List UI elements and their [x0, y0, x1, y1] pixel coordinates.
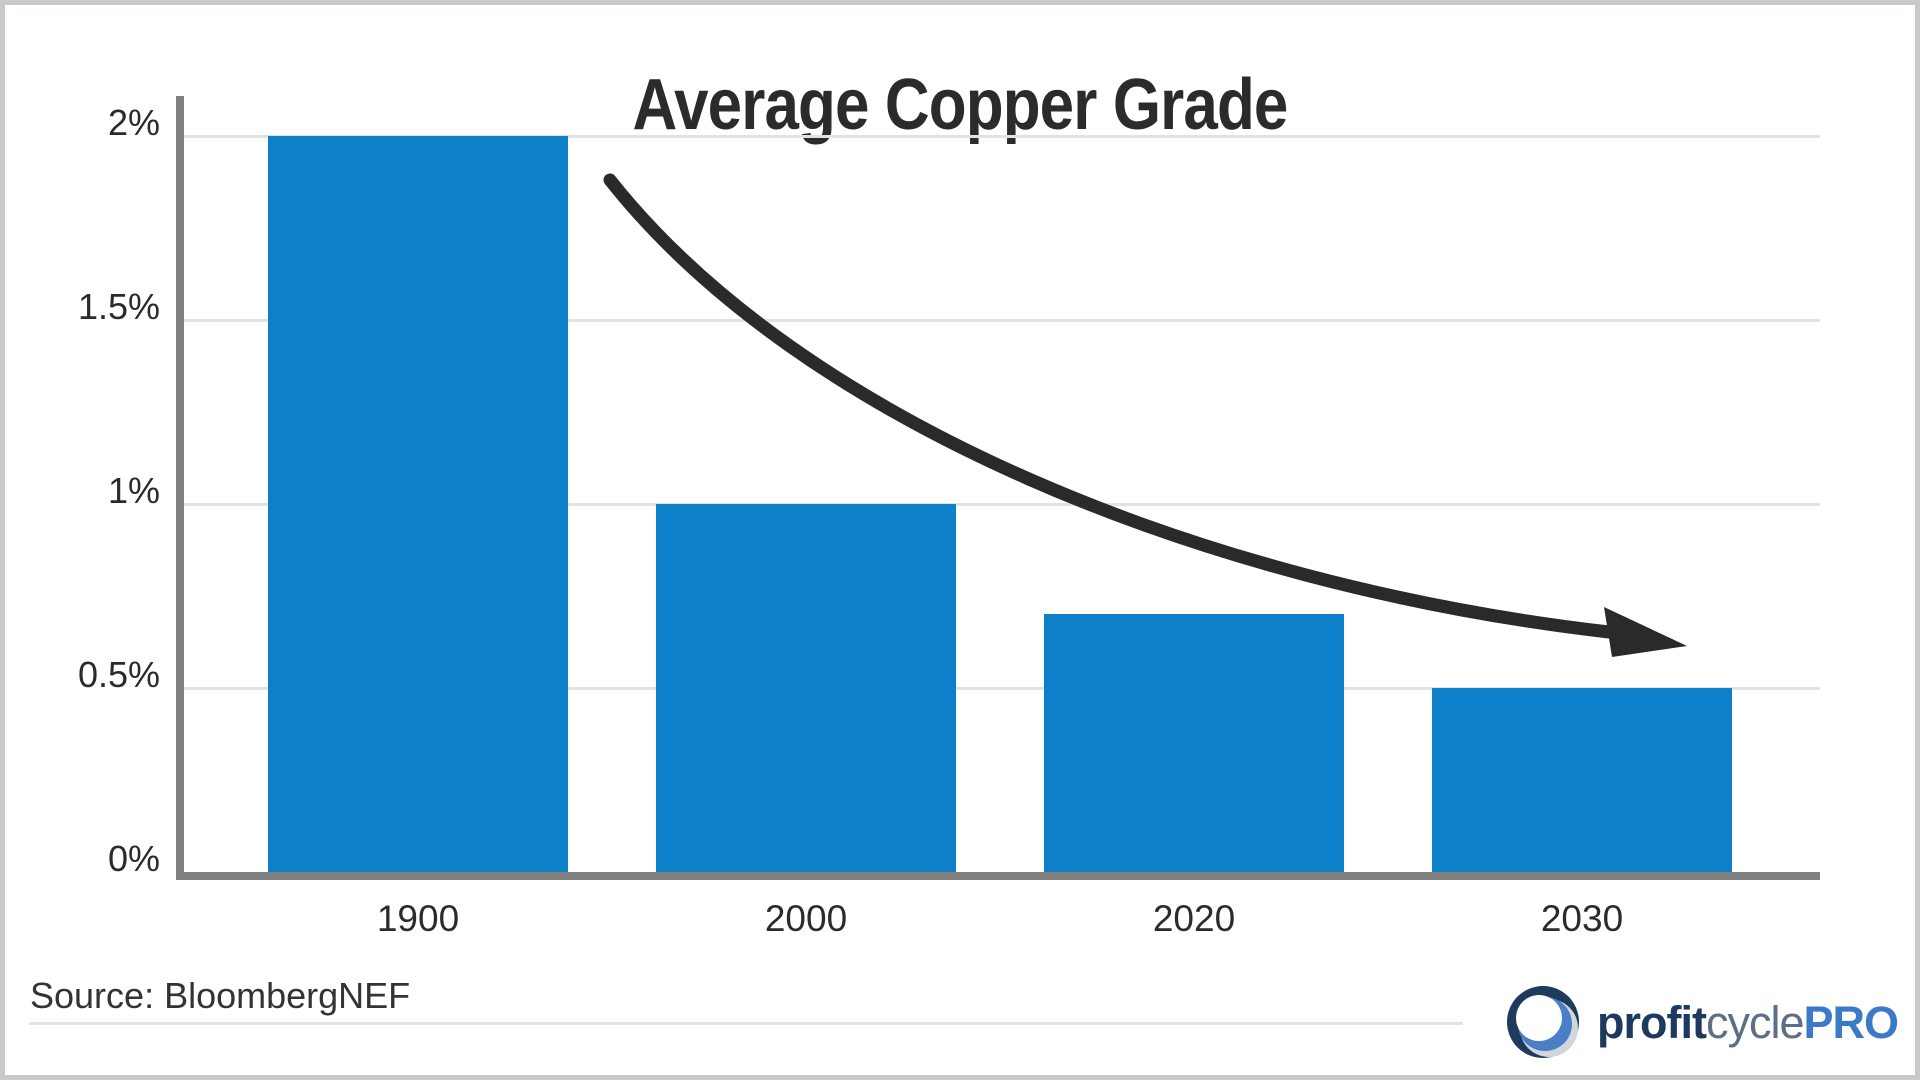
- y-axis-line: [176, 96, 184, 880]
- x-tick-label-2030: 2030: [1540, 898, 1624, 939]
- x-axis-line: [176, 872, 1820, 880]
- bar-2030: [1432, 688, 1732, 872]
- gridline-2%: [184, 135, 1820, 138]
- trend-arrow-head: [1604, 607, 1687, 657]
- brand-logo-icon: [1506, 986, 1579, 1058]
- logo-text-cycle: cycle: [1705, 997, 1805, 1048]
- x-tick-label-2000: 2000: [764, 898, 848, 939]
- logo-text-pro: PRO: [1803, 997, 1899, 1048]
- bar-2000: [656, 504, 956, 872]
- y-tick-label-0.5%: 0.5%: [77, 654, 160, 695]
- x-tick-label-2020: 2020: [1152, 898, 1236, 939]
- footer-divider: [29, 1022, 1463, 1025]
- gridline-0.5%: [184, 687, 1820, 690]
- brand-logo-wordmark: profitcyclePRO: [1596, 997, 1899, 1048]
- logo-text-profit: profit: [1596, 997, 1707, 1048]
- y-tick-label-2%: 2%: [107, 102, 160, 143]
- x-tick-label-1900: 1900: [376, 898, 460, 939]
- brand-logo: profitcyclePRO: [1506, 984, 1899, 1062]
- chart-title: Average Copper Grade: [632, 65, 1289, 146]
- bar-1900: [268, 136, 568, 872]
- bar-2020: [1044, 614, 1344, 872]
- y-tick-label-0%: 0%: [107, 838, 160, 879]
- source-note: Source: BloombergNEF: [30, 975, 411, 1016]
- y-tick-label-1.5%: 1.5%: [77, 286, 160, 327]
- y-tick-label-1%: 1%: [107, 470, 160, 511]
